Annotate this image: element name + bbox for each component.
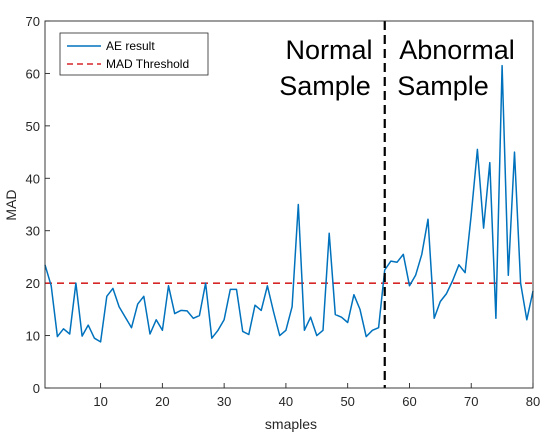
x-axis-title: smaples <box>265 416 317 432</box>
y-tick-label: 60 <box>26 66 40 81</box>
y-tick-label: 0 <box>33 381 40 396</box>
ae-result-line <box>44 64 534 343</box>
y-tick-label: 50 <box>26 119 40 134</box>
x-tick-label: 60 <box>402 394 416 409</box>
y-tick-label: 20 <box>26 276 40 291</box>
normal-label-line1: Normal <box>285 35 372 65</box>
y-tick-label: 10 <box>26 329 40 344</box>
normal-label-line2: Sample <box>279 71 371 101</box>
x-tick-label: 50 <box>340 394 354 409</box>
y-axis-title: MAD <box>3 189 19 220</box>
abnormal-label-line2: Sample <box>397 71 489 101</box>
legend: AE result MAD Threshold <box>59 32 209 76</box>
x-tick-label: 30 <box>217 394 231 409</box>
y-tick-label: 70 <box>26 14 40 29</box>
legend-label-mad-threshold: MAD Threshold <box>106 57 189 71</box>
abnormal-label-line1: Abnormal <box>399 35 515 65</box>
x-tick-label: 40 <box>279 394 293 409</box>
x-tick-label: 80 <box>526 394 540 409</box>
x-tick-label: 20 <box>155 394 169 409</box>
plot-frame <box>44 20 534 389</box>
legend-label-ae-result: AE result <box>106 39 155 53</box>
plot-area <box>45 21 533 388</box>
x-tick-label: 10 <box>93 394 107 409</box>
x-tick-label: 70 <box>464 394 478 409</box>
y-tick-label: 30 <box>26 224 40 239</box>
y-tick-label: 40 <box>26 171 40 186</box>
legend-box <box>59 32 209 76</box>
x-axis-ticks: 10 20 30 40 50 60 70 80 <box>93 383 540 409</box>
y-axis-ticks: 0 10 20 30 40 50 60 70 <box>26 14 50 396</box>
